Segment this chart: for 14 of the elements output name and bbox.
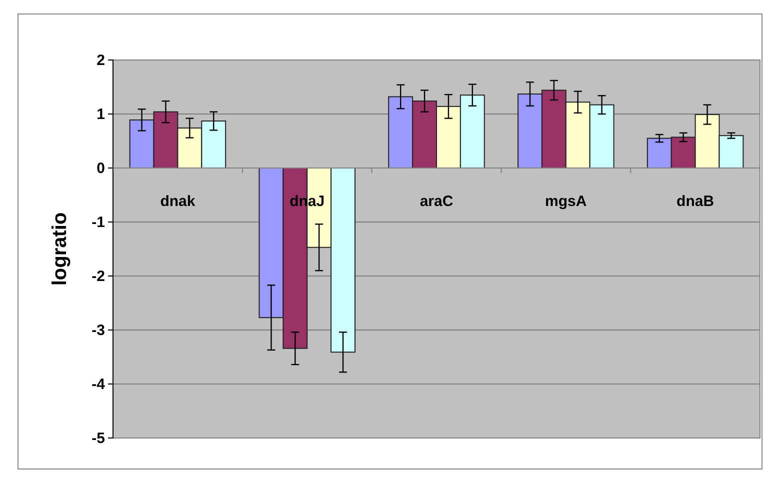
y-tick-label: -4 [92, 376, 106, 393]
y-tick-label: -3 [92, 322, 105, 339]
x-tick-label: dnak [160, 193, 196, 210]
y-tick-label: -2 [92, 268, 105, 285]
x-tick-label: dnaB [676, 193, 714, 210]
y-tick-label: -1 [92, 214, 105, 231]
y-tick-label: 2 [96, 52, 105, 69]
y-axis-title: logratio [49, 212, 71, 286]
x-tick-label: dnaJ [290, 193, 325, 210]
y-tick-label: -5 [92, 430, 105, 447]
y-tick-label: 1 [96, 106, 105, 123]
x-tick-label: mgsA [545, 193, 587, 210]
x-tick-label: araC [420, 193, 454, 210]
y-tick-label: 0 [96, 160, 105, 177]
